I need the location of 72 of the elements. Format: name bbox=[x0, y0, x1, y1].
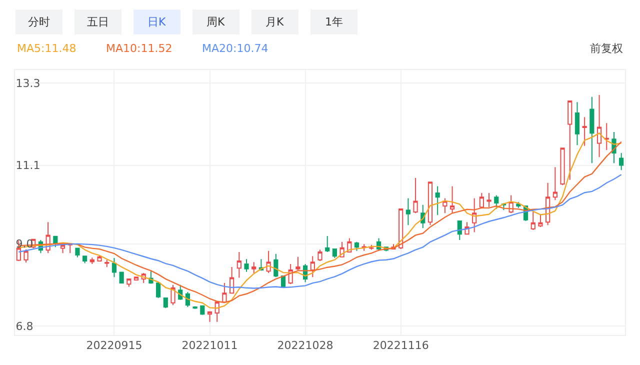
text: 月K bbox=[266, 16, 284, 28]
text: 周K bbox=[206, 16, 226, 28]
candlestick bbox=[112, 258, 117, 278]
y-tick-label: 6.8 bbox=[16, 320, 34, 333]
candlestick bbox=[75, 248, 80, 258]
candlestick bbox=[406, 198, 410, 226]
candlestick bbox=[90, 257, 94, 264]
candlestick bbox=[619, 152, 624, 171]
x-tick-label: 20221011 bbox=[182, 339, 238, 352]
candlestick bbox=[604, 122, 609, 150]
candlestick bbox=[222, 282, 227, 303]
candlestick bbox=[457, 220, 462, 241]
candlestick bbox=[244, 258, 249, 272]
candlestick bbox=[24, 248, 28, 263]
text: MA5:11.48 bbox=[17, 42, 76, 55]
candlestick bbox=[590, 96, 594, 164]
candlestick bbox=[82, 256, 88, 264]
x-tick-label: 20221028 bbox=[277, 339, 334, 352]
candlestick bbox=[450, 186, 455, 214]
candlestick bbox=[274, 253, 278, 278]
candlestick bbox=[494, 194, 499, 210]
candlestick bbox=[413, 178, 418, 214]
candlestick bbox=[134, 276, 139, 281]
candlestick bbox=[170, 284, 176, 306]
candlestick bbox=[318, 249, 322, 262]
candlestick bbox=[214, 302, 220, 322]
x-tick-label: 20220915 bbox=[86, 339, 142, 352]
candlestick bbox=[325, 235, 330, 253]
candlestick bbox=[266, 250, 271, 274]
candlestick bbox=[119, 272, 124, 284]
candlestick bbox=[538, 214, 543, 228]
candlestick bbox=[310, 256, 315, 278]
candlestick bbox=[486, 192, 492, 208]
candlestick bbox=[574, 102, 580, 146]
candlestick bbox=[435, 186, 440, 216]
candlestick bbox=[560, 148, 565, 186]
text: MA20:10.74 bbox=[202, 42, 268, 55]
candlestick bbox=[97, 255, 102, 262]
candlestick bbox=[156, 282, 161, 298]
candlestick bbox=[472, 198, 477, 233]
candlestick bbox=[126, 278, 132, 288]
text: 五日 bbox=[87, 16, 109, 28]
candlestick bbox=[230, 266, 234, 294]
text: 日K bbox=[148, 16, 166, 28]
text: 分时 bbox=[28, 16, 50, 28]
candlestick bbox=[163, 298, 168, 309]
candlestick bbox=[568, 100, 572, 180]
x-tick-label: 20221116 bbox=[372, 339, 429, 352]
candlestick bbox=[288, 263, 293, 285]
text: 前复权 bbox=[590, 42, 623, 55]
y-tick-label: 13.3 bbox=[16, 76, 40, 90]
candlestick bbox=[479, 192, 484, 208]
candlestick bbox=[332, 248, 337, 258]
candlestick bbox=[200, 305, 205, 316]
candlestick bbox=[442, 198, 448, 214]
y-tick-label: 11.1 bbox=[16, 159, 40, 172]
candlestick bbox=[104, 259, 110, 268]
candlestick bbox=[60, 242, 66, 254]
candlestick bbox=[582, 116, 587, 146]
candlestick bbox=[428, 182, 433, 226]
candlestick bbox=[530, 212, 536, 230]
candlestick bbox=[296, 256, 300, 270]
line-series bbox=[18, 174, 622, 289]
candlestick bbox=[207, 311, 212, 322]
candlestick bbox=[252, 262, 256, 274]
candlestick bbox=[398, 208, 404, 250]
candlestick bbox=[596, 94, 602, 158]
candlestick bbox=[354, 241, 360, 252]
candlestick bbox=[552, 166, 558, 201]
text: 1年 bbox=[325, 16, 343, 28]
text: MA10:11.52 bbox=[106, 42, 172, 55]
candlestick bbox=[236, 252, 242, 278]
